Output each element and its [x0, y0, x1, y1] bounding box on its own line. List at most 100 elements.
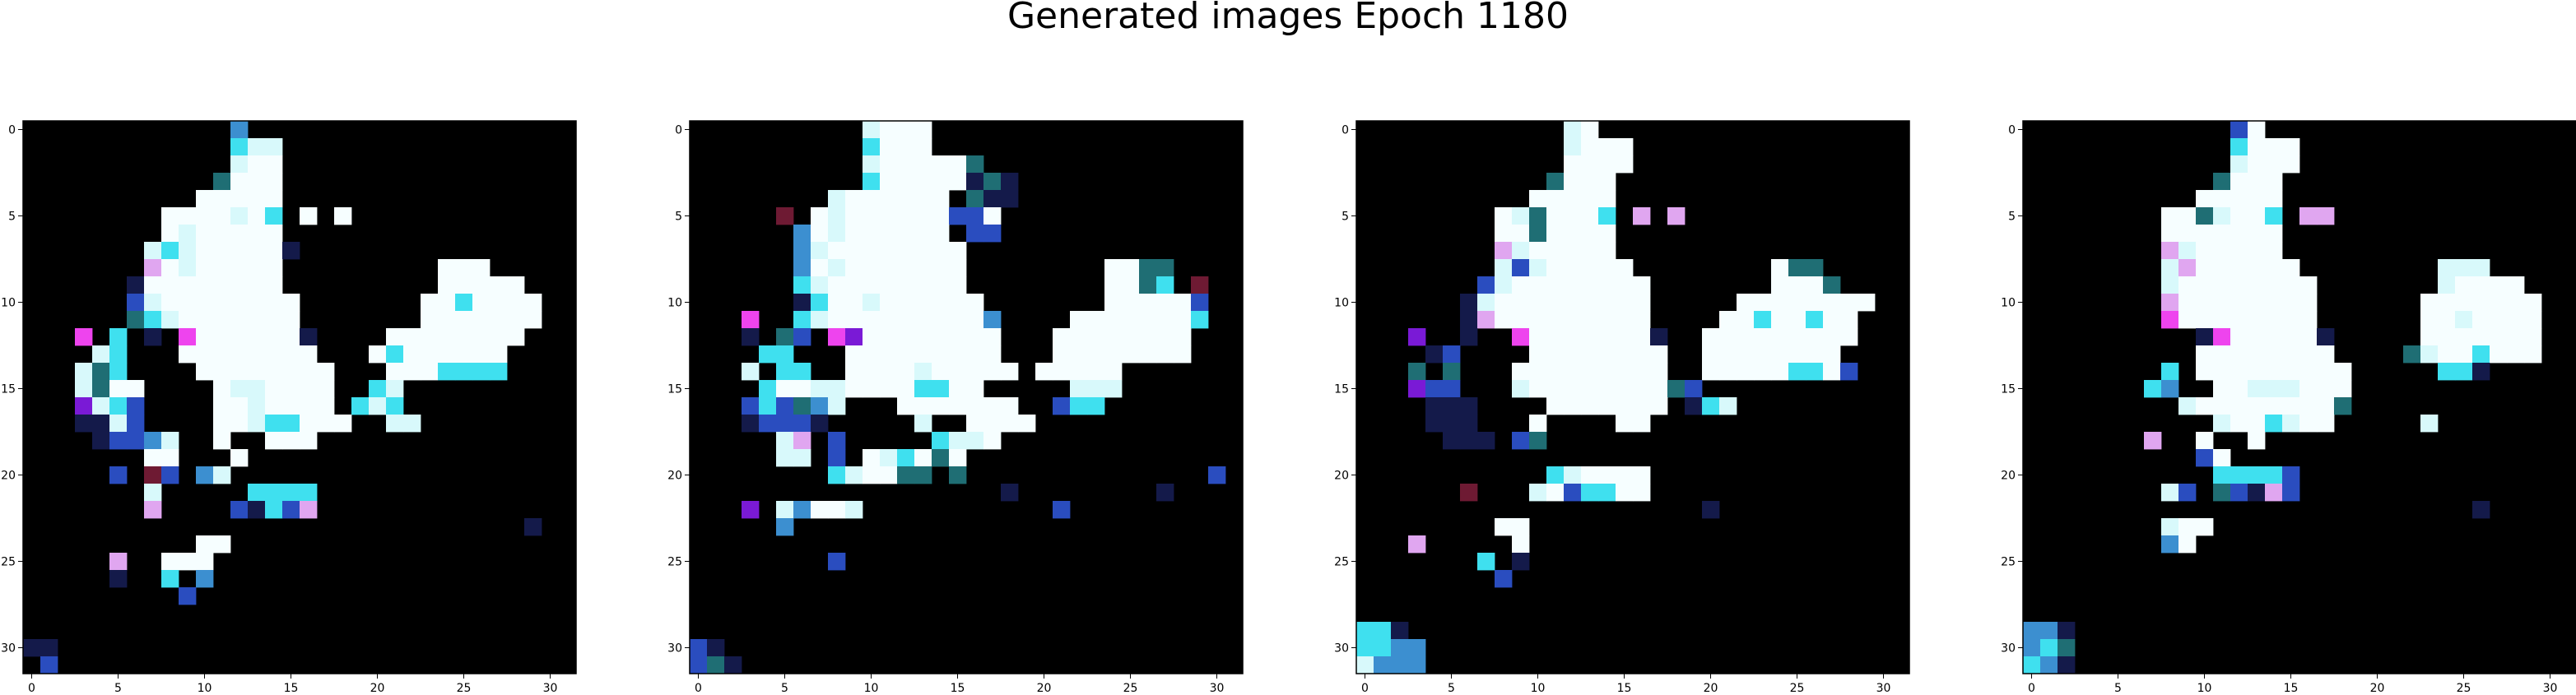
heatmap-cell: [1156, 345, 1174, 364]
heatmap-cell: [230, 449, 249, 467]
x-tick-label: 0: [695, 682, 702, 695]
heatmap-cell: [1633, 328, 1651, 346]
heatmap-cell: [386, 345, 404, 364]
heatmap-cell: [1650, 363, 1668, 381]
heatmap-cell: [1788, 259, 1806, 277]
heatmap-cell: [248, 242, 266, 260]
heatmap-cell: [793, 225, 811, 243]
heatmap-cell: [2230, 121, 2248, 139]
heatmap-cell: [1598, 173, 1616, 191]
heatmap-cell: [230, 207, 249, 225]
x-tick-label: 5: [2114, 682, 2122, 695]
heatmap-cell: [282, 328, 300, 346]
heatmap-cell: [2455, 363, 2473, 381]
heatmap-cell: [1598, 397, 1616, 415]
heatmap-cell: [1070, 345, 1088, 364]
heatmap-cell: [1581, 276, 1599, 294]
y-tick-label: 15: [1334, 383, 1349, 396]
heatmap-cell: [144, 328, 162, 346]
heatmap-cell: [983, 397, 1002, 415]
heatmap-cell: [845, 225, 863, 243]
heatmap-cell: [317, 415, 335, 433]
heatmap-cell: [1719, 397, 1737, 415]
heatmap-cell: [897, 190, 915, 208]
heatmap-cell: [196, 294, 214, 312]
heatmap-cell: [2248, 484, 2266, 502]
heatmap-cell: [2490, 276, 2508, 294]
heatmap-cell: [914, 276, 932, 294]
heatmap-cell: [949, 397, 967, 415]
heatmap-cell: [897, 294, 915, 312]
heatmap-cell: [1788, 311, 1806, 329]
heatmap-cell: [863, 207, 881, 225]
heatmap-cell: [109, 380, 128, 398]
heatmap-cell: [213, 242, 231, 260]
heatmap-cell: [1495, 242, 1513, 260]
heatmap-cell: [1512, 207, 1530, 225]
heatmap-cell: [1546, 190, 1565, 208]
heatmap-cell: [2317, 363, 2335, 381]
heatmap-cell: [2213, 397, 2231, 415]
heatmap-cell: [1564, 138, 1582, 156]
heatmap-cell: [1460, 415, 1478, 433]
heatmap-cell: [793, 328, 811, 346]
heatmap-cell: [1598, 190, 1616, 208]
heatmap-cell: [2248, 415, 2266, 433]
heatmap-cell: [2420, 311, 2439, 329]
heatmap-cell: [455, 259, 473, 277]
heatmap-cell: [1374, 639, 1392, 657]
heatmap-cell: [265, 380, 283, 398]
heatmap-cell: [2524, 328, 2542, 346]
heatmap-cell: [230, 294, 249, 312]
heatmap-cell: [2403, 345, 2421, 364]
heatmap-cell: [914, 138, 932, 156]
heatmap-cell: [490, 294, 508, 312]
heatmap-cell: [2196, 190, 2214, 208]
y-tick-label: 25: [1, 556, 16, 569]
heatmap-cell: [2230, 345, 2248, 364]
heatmap-cell: [300, 501, 318, 519]
heatmap-cell: [932, 328, 950, 346]
heatmap-cell: [2023, 639, 2041, 657]
heatmap-cell: [75, 363, 93, 381]
heatmap-cell: [2299, 328, 2318, 346]
heatmap-cell: [932, 276, 950, 294]
heatmap-cell: [1443, 432, 1461, 450]
heatmap-cell: [403, 328, 421, 346]
heatmap-cell: [1546, 173, 1565, 191]
heatmap-cell: [828, 225, 846, 243]
heatmap-cell: [1529, 207, 1547, 225]
y-tick-label: 20: [1, 470, 16, 483]
y-tick-label: 10: [1334, 297, 1349, 310]
heatmap-cell: [1087, 311, 1105, 329]
heatmap-cell: [1512, 535, 1530, 554]
heatmap-cell: [2472, 328, 2490, 346]
heatmap-cell: [1685, 380, 1703, 398]
heatmap-cell: [1408, 328, 1426, 346]
heatmap-cell: [1564, 190, 1582, 208]
heatmap-cell: [2248, 432, 2266, 450]
heatmap-cell: [1512, 380, 1530, 398]
heatmap-cell: [1408, 639, 1426, 657]
heatmap-cell: [282, 242, 300, 260]
heatmap-cell: [369, 397, 387, 415]
heatmap-cell: [897, 138, 915, 156]
heatmap-cell: [2248, 259, 2266, 277]
heatmap-cell: [1529, 363, 1547, 381]
heatmap-cell: [2334, 363, 2352, 381]
heatmap-cell: [386, 415, 404, 433]
heatmap-cell: [2248, 380, 2266, 398]
heatmap-cell: [490, 311, 508, 329]
heatmap-cell: [161, 207, 179, 225]
heatmap-cell: [248, 155, 266, 174]
heatmap-cell: [1156, 259, 1174, 277]
heatmap-cell: [1425, 415, 1444, 433]
heatmap-cell: [161, 553, 179, 571]
heatmap-cell: [1512, 553, 1530, 571]
heatmap-cell: [1477, 311, 1495, 329]
heatmap-cell: [1122, 259, 1140, 277]
heatmap-cell: [1208, 466, 1226, 484]
heatmap-cell: [265, 311, 283, 329]
heatmap-cell: [2317, 380, 2335, 398]
heatmap-cell: [230, 328, 249, 346]
